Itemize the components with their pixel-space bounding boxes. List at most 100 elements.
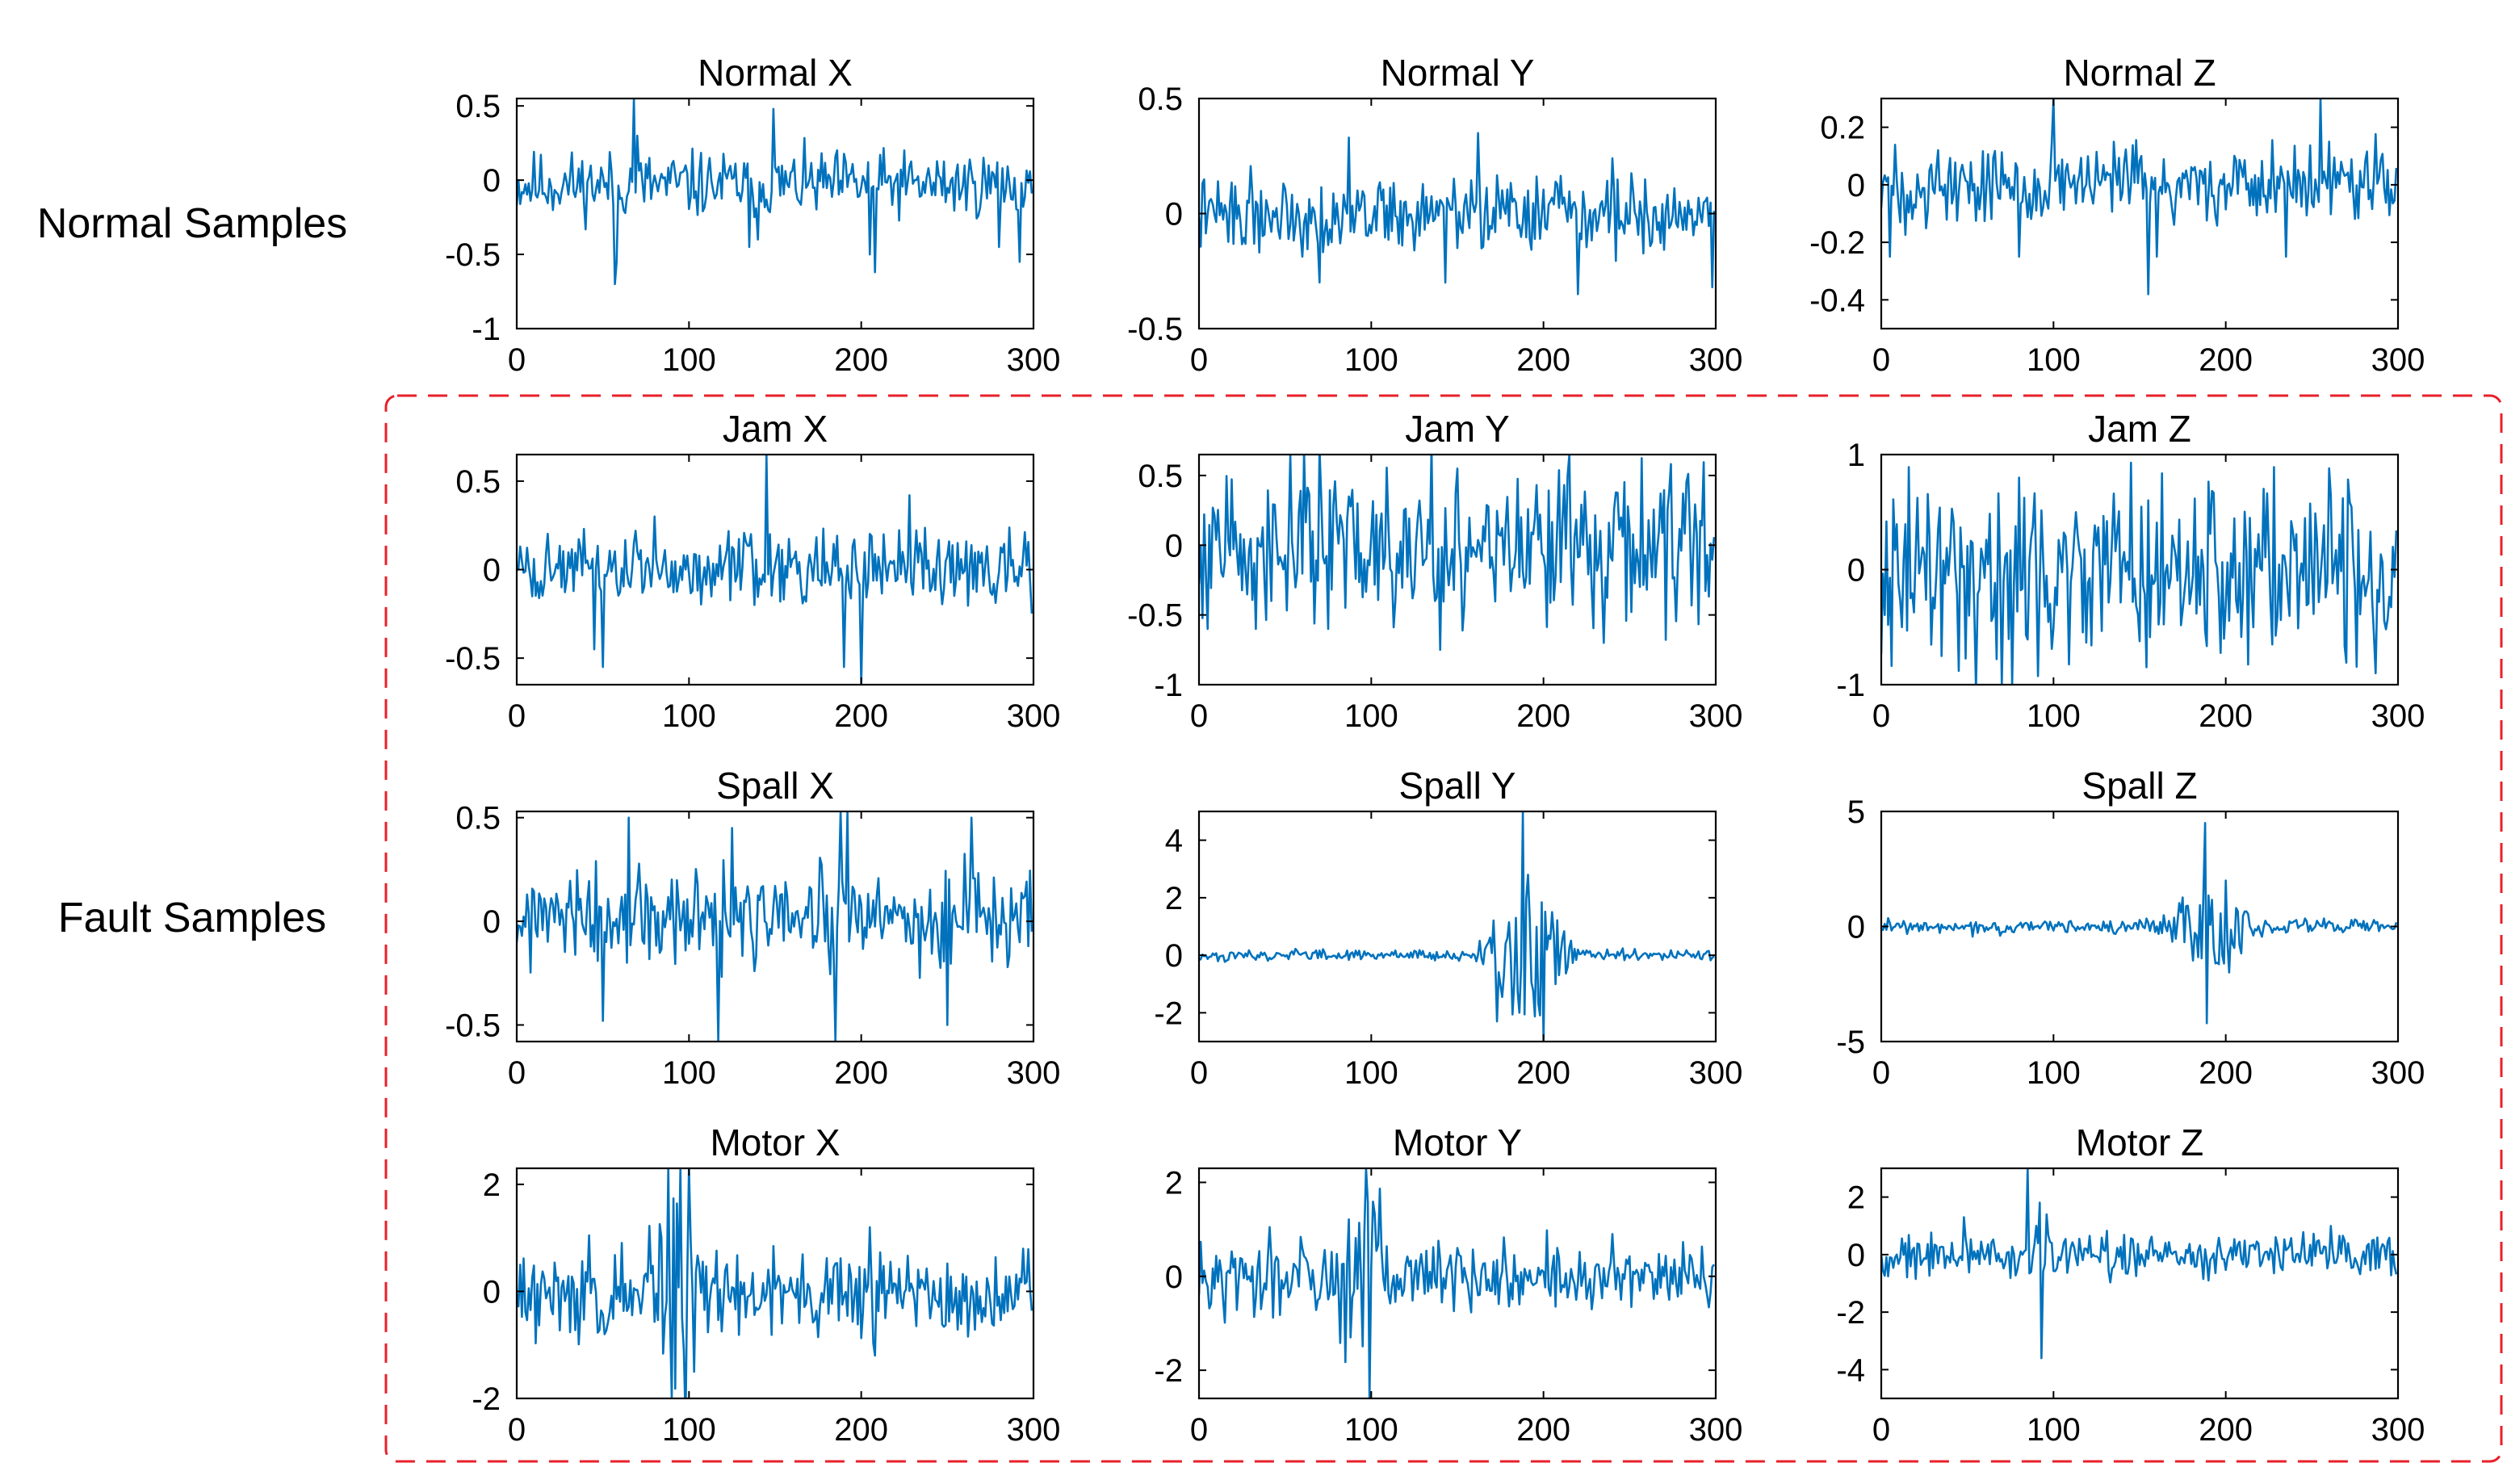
x-tick-label: 0 xyxy=(1190,698,1208,734)
chart-title: Motor Z xyxy=(2076,1121,2203,1163)
y-tick-label: -0.5 xyxy=(1127,312,1183,347)
series-line xyxy=(517,455,1033,685)
x-tick-label: 200 xyxy=(2199,1055,2253,1091)
y-tick-label: -2 xyxy=(1154,1353,1183,1389)
x-tick-label: 0 xyxy=(508,342,526,378)
series-line xyxy=(1199,811,1715,1042)
chart-panel-jam-z: Jam Z0 100 200 300-101 xyxy=(1836,408,2425,734)
y-tick-label: 2 xyxy=(483,1167,501,1203)
x-tick-label: 0 xyxy=(1190,1055,1208,1091)
y-tick-label: 0.5 xyxy=(1138,82,1183,117)
axes-box xyxy=(1197,453,1717,686)
chart-title: Jam X xyxy=(723,408,828,450)
x-tick-label: 200 xyxy=(834,1412,888,1448)
x-tick-label: 0 xyxy=(508,698,526,734)
series-line xyxy=(1881,461,2398,685)
x-tick-label: 200 xyxy=(1516,698,1570,734)
y-tick-label: 5 xyxy=(1847,794,1865,830)
series-line xyxy=(1881,99,2398,296)
y-tick-label: 2 xyxy=(1165,881,1183,916)
y-tick-label: 0 xyxy=(483,1274,501,1310)
x-tick-label: 100 xyxy=(1344,1055,1398,1091)
chart-panel-motor-x: Motor X0 100 200 300-202 xyxy=(472,1121,1060,1448)
y-tick-label: 0 xyxy=(1847,553,1865,589)
x-tick-label: 200 xyxy=(834,1055,888,1091)
y-tick-label: 0 xyxy=(1165,197,1183,233)
x-tick-label: 100 xyxy=(2027,1055,2081,1091)
x-tick-label: 200 xyxy=(2199,342,2253,378)
x-tick-label: 300 xyxy=(1689,1412,1743,1448)
y-tick-label: -1 xyxy=(472,312,501,347)
y-tick-label: 2 xyxy=(1165,1165,1183,1201)
y-tick-label: -4 xyxy=(1836,1352,1865,1388)
y-tick-label: -0.5 xyxy=(445,237,501,273)
x-tick-label: 300 xyxy=(1007,342,1061,378)
series-line xyxy=(1199,455,1716,652)
chart-panel-normal-y: Normal Y0 100 200 300-0.500.5 xyxy=(1127,52,1742,378)
axes-box xyxy=(1880,1167,2400,1400)
x-tick-label: 100 xyxy=(1344,1412,1398,1448)
axes-box xyxy=(1880,97,2400,330)
x-tick-label: 100 xyxy=(1344,698,1398,734)
y-tick-label: -0.5 xyxy=(445,1008,501,1043)
chart-panel-spall-z: Spall Z0 100 200 300-505 xyxy=(1836,765,2425,1091)
y-tick-label: -1 xyxy=(1154,668,1183,703)
x-tick-label: 100 xyxy=(662,342,716,378)
x-tick-label: 300 xyxy=(1007,1412,1061,1448)
x-tick-label: 200 xyxy=(1516,1055,1570,1091)
y-tick-label: 0 xyxy=(1847,168,1865,203)
row-label-fault: Fault Samples xyxy=(58,895,326,941)
y-tick-label: 0 xyxy=(1847,1238,1865,1273)
x-tick-label: 300 xyxy=(1007,1055,1061,1091)
chart-panel-normal-x: Normal X 0 100 200 300 -1 -0.5 0 0.5 xyxy=(445,52,1060,378)
y-tick-label: 0.5 xyxy=(455,801,501,836)
chart-title: Motor X xyxy=(710,1121,840,1163)
x-tick-label: 100 xyxy=(662,698,716,734)
x-tick-label: 300 xyxy=(2371,1412,2425,1448)
y-tick-label: -0.5 xyxy=(1127,598,1183,634)
y-tick-label: 0 xyxy=(483,904,501,940)
x-tick-label: 100 xyxy=(2027,342,2081,378)
x-tick-label: 0 xyxy=(508,1055,526,1091)
y-tick-label: -0.5 xyxy=(445,641,501,677)
y-tick-label: 0 xyxy=(483,553,501,589)
y-tick-label: -2 xyxy=(1836,1295,1865,1331)
y-tick-label: 2 xyxy=(1847,1180,1865,1216)
y-tick-label: 0 xyxy=(483,163,501,199)
x-tick-label: 0 xyxy=(1190,342,1208,378)
y-tick-label: 0.5 xyxy=(455,464,501,500)
chart-title: Spall X xyxy=(716,765,834,807)
x-tick-label: 0 xyxy=(1190,1412,1208,1448)
y-tick-label: -5 xyxy=(1836,1025,1865,1060)
y-tick-label: 0 xyxy=(1165,1260,1183,1295)
chart-title: Jam Z xyxy=(2088,408,2191,450)
x-tick-label: 0 xyxy=(1872,1412,1890,1448)
x-tick-label: 0 xyxy=(1872,342,1890,378)
x-tick-label: 100 xyxy=(2027,698,2081,734)
x-tick-label: 0 xyxy=(1872,1055,1890,1091)
x-tick-label: 200 xyxy=(2199,1412,2253,1448)
x-tick-label: 100 xyxy=(662,1055,716,1091)
axes-box xyxy=(515,810,1035,1043)
chart-title: Normal Y xyxy=(1381,52,1535,94)
y-tick-label: -0.2 xyxy=(1809,225,1865,261)
series-line xyxy=(1881,821,2398,1025)
series-line xyxy=(517,99,1033,286)
y-tick-label: 0 xyxy=(1847,910,1865,945)
x-tick-label: 300 xyxy=(1689,698,1743,734)
y-tick-label: -1 xyxy=(1836,668,1865,703)
row-label-normal: Normal Samples xyxy=(37,200,347,247)
series-line xyxy=(1199,132,1716,296)
x-tick-label: 0 xyxy=(1872,698,1890,734)
series-line xyxy=(1199,1168,1715,1398)
x-tick-label: 0 xyxy=(508,1412,526,1448)
chart-title: Spall Y xyxy=(1399,765,1516,807)
x-tick-label: 300 xyxy=(2371,342,2425,378)
axes-box xyxy=(515,97,1035,330)
chart-title: Normal Z xyxy=(2063,52,2216,94)
chart-panel-motor-z: Motor Z 0 100 200 300 -4 -2 0 2 xyxy=(1836,1121,2425,1448)
chart-title: Jam Y xyxy=(1405,408,1510,450)
